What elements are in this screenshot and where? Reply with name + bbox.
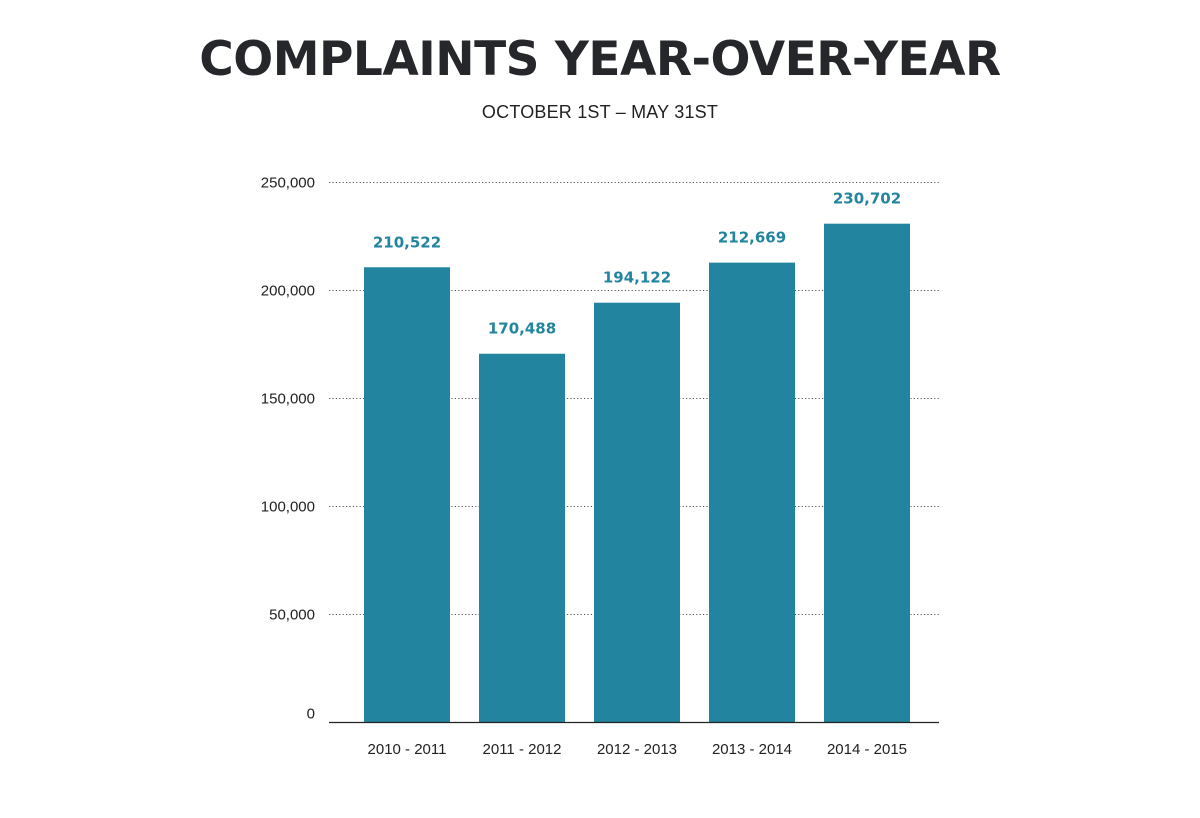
bar bbox=[709, 262, 795, 722]
data-label: 230,702 bbox=[833, 190, 901, 208]
data-label: 210,522 bbox=[373, 233, 441, 251]
bar bbox=[364, 267, 450, 722]
chart-title: COMPLAINTS YEAR-OVER-YEAR bbox=[199, 32, 1001, 87]
y-tick-label: 150,000 bbox=[261, 391, 315, 408]
data-label: 170,488 bbox=[488, 320, 556, 338]
x-tick-label: 2010 - 2011 bbox=[368, 741, 447, 758]
y-tick-label: 100,000 bbox=[261, 499, 315, 516]
y-tick-label: 200,000 bbox=[261, 283, 315, 300]
y-tick-label: 250,000 bbox=[261, 175, 315, 192]
y-tick-label: 50,000 bbox=[269, 607, 315, 624]
data-label: 212,669 bbox=[718, 229, 786, 247]
x-tick-label: 2013 - 2014 bbox=[712, 741, 792, 758]
x-tick-label: 2012 - 2013 bbox=[597, 741, 677, 758]
x-tick-label: 2014 - 2015 bbox=[827, 741, 907, 758]
chart-subtitle: OCTOBER 1ST – MAY 31ST bbox=[481, 102, 719, 122]
data-label: 194,122 bbox=[603, 269, 671, 287]
bar bbox=[594, 302, 680, 722]
bar bbox=[824, 223, 910, 722]
y-tick-label: 0 bbox=[307, 706, 315, 723]
bar bbox=[479, 353, 565, 722]
x-tick-label: 2011 - 2012 bbox=[483, 741, 562, 758]
